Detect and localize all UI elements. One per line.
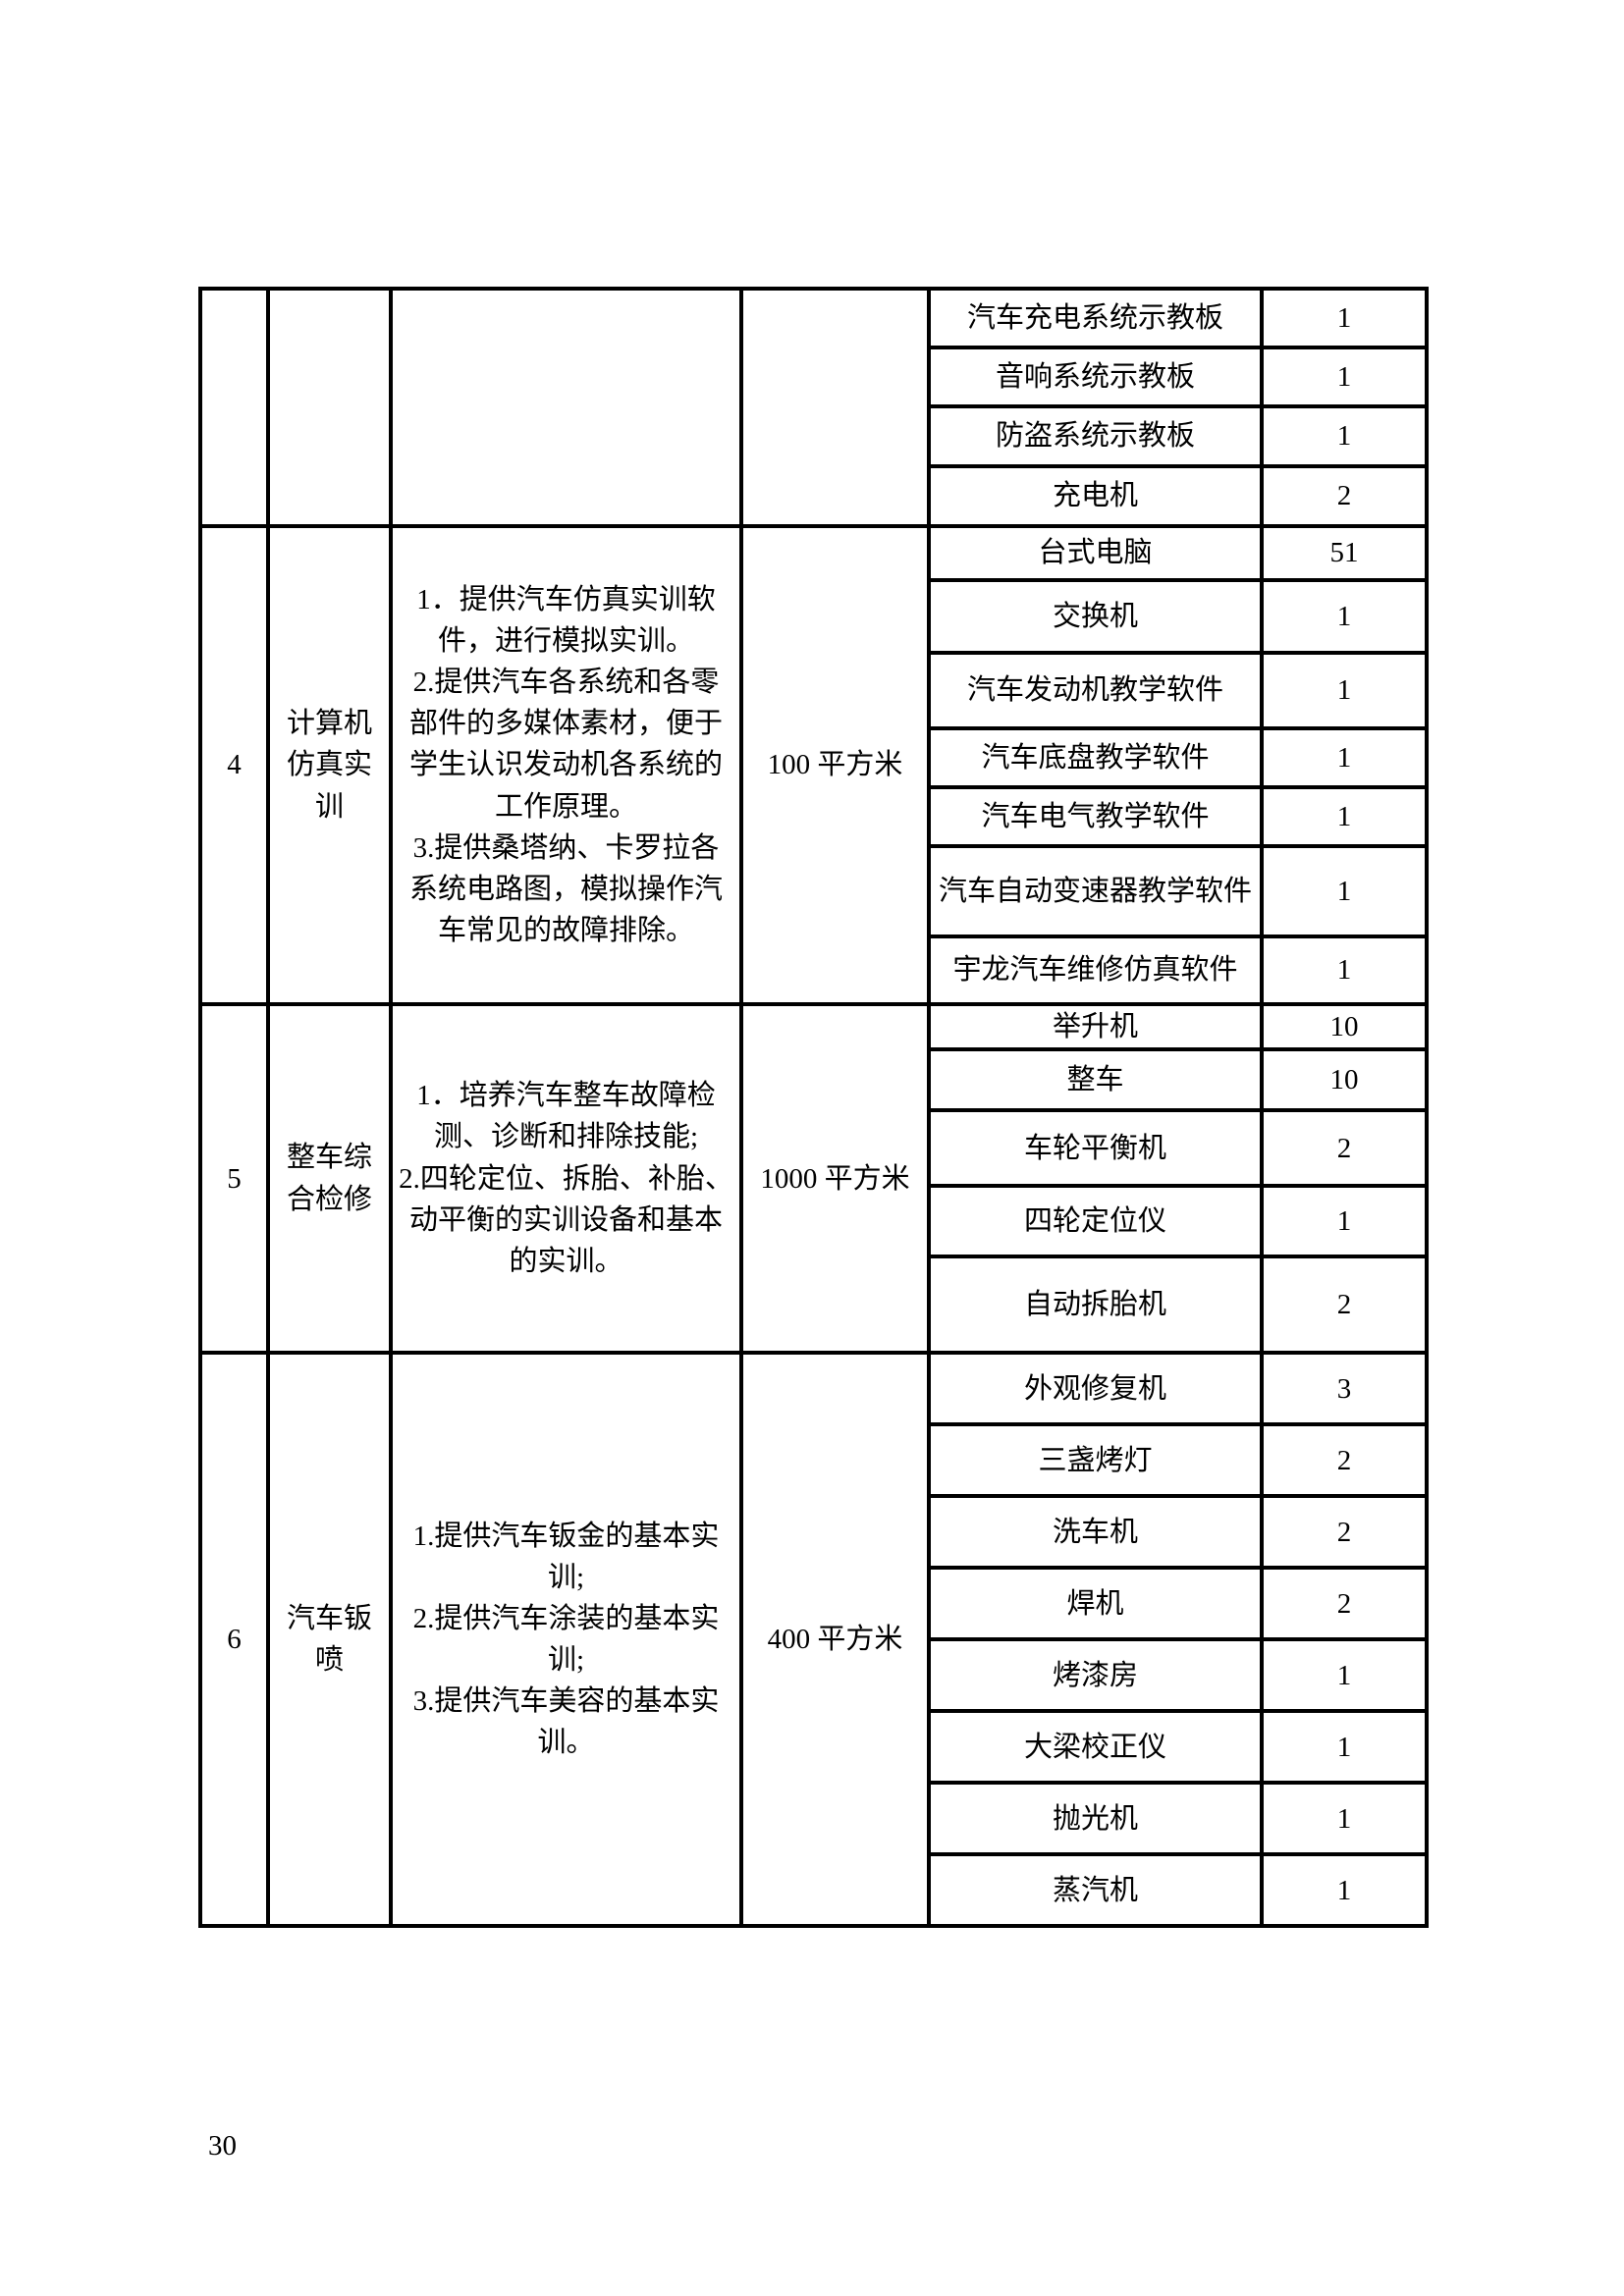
equipment-qty: 1 [1260,287,1429,349]
equipment-qty: 1 [1260,578,1429,655]
equipment-name: 充电机 [927,464,1264,528]
equipment-qty: 1 [1260,1852,1429,1929]
equipment-qty: 2 [1260,1422,1429,1499]
equipment-name: 汽车电气教学软件 [927,785,1264,848]
description-cell: 1．培养汽车整车故障检 测、诊断和排除技能; 2.四轮定位、拆胎、补胎、 动平衡… [389,1001,743,1356]
equipment-name: 举升机 [927,1001,1264,1052]
equipment-qty: 1 [1260,346,1429,408]
equipment-qty: 3 [1260,1351,1429,1427]
equipment-name: 抛光机 [927,1781,1264,1857]
description-cell: 1.提供汽车钣金的基本实 训; 2.提供汽车涂装的基本实 训; 3.提供汽车美容… [389,1351,743,1929]
equipment-name: 焊机 [927,1566,1264,1642]
equipment-name: 外观修复机 [927,1351,1264,1427]
equipment-qty: 1 [1260,785,1429,848]
room-name-cell: 整车综 合检修 [266,1001,393,1356]
equipment-name: 四轮定位仪 [927,1184,1264,1259]
equipment-name: 车轮平衡机 [927,1108,1264,1189]
equipment-qty: 1 [1260,651,1429,730]
equipment-qty: 10 [1260,1047,1429,1113]
equipment-qty: 1 [1260,844,1429,938]
equipment-name: 三盏烤灯 [927,1422,1264,1499]
equipment-qty: 2 [1260,464,1429,528]
equipment-name: 防盗系统示教板 [927,404,1264,468]
equipment-name: 烤漆房 [927,1637,1264,1714]
area-cell-empty [739,287,931,528]
equipment-qty: 2 [1260,1255,1429,1356]
equipment-qty: 1 [1260,1637,1429,1714]
equipment-qty: 2 [1260,1494,1429,1571]
equipment-name: 自动拆胎机 [927,1255,1264,1356]
equipment-name: 音响系统示教板 [927,346,1264,408]
room-name-cell: 计算机 仿真实 训 [266,524,393,1006]
seq-cell: 5 [198,1001,270,1356]
seq-cell: 6 [198,1351,270,1929]
page-number: 30 [208,2130,237,2162]
area-cell: 400 平方米 [739,1351,931,1929]
seq-cell-empty [198,287,270,528]
equipment-qty: 51 [1260,524,1429,582]
equipment-qty: 2 [1260,1108,1429,1189]
area-cell: 100 平方米 [739,524,931,1006]
equipment-name: 蒸汽机 [927,1852,1264,1929]
equipment-name: 汽车自动变速器教学软件 [927,844,1264,938]
equipment-qty: 1 [1260,726,1429,789]
equipment-name: 宇龙汽车维修仿真软件 [927,934,1264,1006]
equipment-qty: 1 [1260,1781,1429,1857]
equipment-name: 汽车发动机教学软件 [927,651,1264,730]
name-cell-empty [266,287,393,528]
training-facility-table: 汽车充电系统示教板 1 音响系统示教板 1 防盗系统示教板 1 充电机 2 4 … [198,287,1429,1929]
equipment-qty: 1 [1260,404,1429,468]
area-cell: 1000 平方米 [739,1001,931,1356]
equipment-qty: 1 [1260,934,1429,1006]
equipment-qty: 10 [1260,1001,1429,1052]
desc-cell-empty [389,287,743,528]
equipment-qty: 1 [1260,1709,1429,1786]
equipment-name: 汽车底盘教学软件 [927,726,1264,789]
room-name-cell: 汽车钣 喷 [266,1351,393,1929]
equipment-qty: 2 [1260,1566,1429,1642]
description-cell: 1．提供汽车仿真实训软 件，进行模拟实训。 2.提供汽车各系统和各零 部件的多媒… [389,524,743,1006]
equipment-name: 交换机 [927,578,1264,655]
equipment-name: 大梁校正仪 [927,1709,1264,1786]
equipment-name: 汽车充电系统示教板 [927,287,1264,349]
equipment-name: 台式电脑 [927,524,1264,582]
equipment-qty: 1 [1260,1184,1429,1259]
seq-cell: 4 [198,524,270,1006]
equipment-name: 整车 [927,1047,1264,1113]
equipment-name: 洗车机 [927,1494,1264,1571]
